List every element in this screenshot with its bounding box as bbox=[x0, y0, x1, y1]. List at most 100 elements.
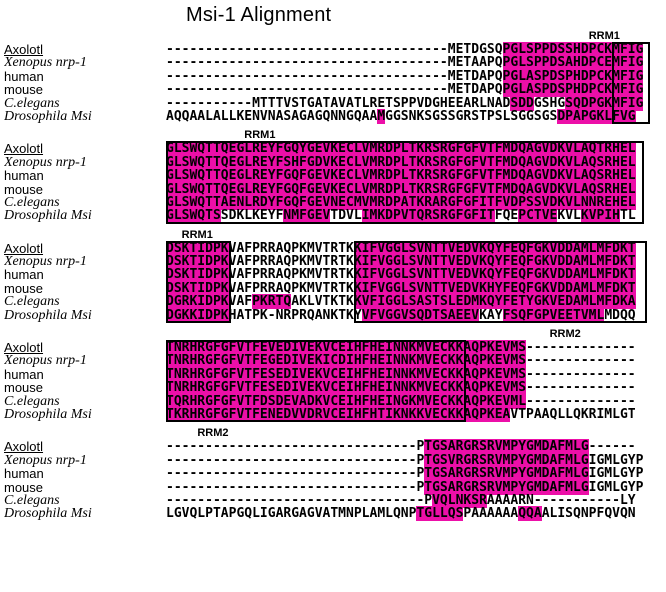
sequence-text: GLSWQTSSDKLKEYFNMFGEVTDVLIMKDPVTQRSRGFGF… bbox=[166, 208, 636, 224]
sequence-text: AQQAALALLKENVNASAGAGQNNGQAAMGGSNKSGSSGRS… bbox=[166, 108, 636, 124]
conserved-residues: NMFGEV bbox=[283, 208, 331, 224]
figure-title: Msi-1 Alignment bbox=[186, 4, 332, 26]
sequence-row: mouse --------------------------------PTG… bbox=[4, 479, 666, 495]
residues: --------------------------------P bbox=[166, 479, 425, 495]
sequence-row: Axolotl DSKTIDPKVAFPRRAQPKMVTRTKKIFVGGLSV… bbox=[4, 240, 666, 256]
sequence-row: human DSKTIDPKVAFPRRAQPKMVTRTKKIFVGGLSVNT… bbox=[4, 267, 666, 283]
species-label: mouse bbox=[4, 281, 44, 296]
conserved-residues: TGSARGRSRVMPYGMDAFMLG bbox=[424, 466, 589, 482]
sequence-row: human TNRHRGFGFVTFESEDIVEKVCEIHFHEINNKMVE… bbox=[4, 366, 666, 382]
sequence-text: DSKTIDPKVAFPRRAQPKMVTRTKKIFVGGLSVNTTVEDV… bbox=[166, 280, 636, 296]
species-label: C.elegans bbox=[4, 493, 60, 508]
conserved-residues: TGSARGRSRVMPYGMDAFMLG bbox=[424, 439, 589, 455]
residues: -------------- bbox=[526, 393, 636, 409]
residues: ------------------------------------METD… bbox=[166, 42, 503, 57]
species-label: Drosophila Msi bbox=[4, 407, 92, 422]
species-label: mouse bbox=[4, 381, 44, 395]
sequence-text: DGRKIDPKVAFPKRTQAKLVTKTKKVFIGGLSASTSLEDM… bbox=[166, 294, 636, 310]
conserved-residues: VFVGGVSQDTSAEEV bbox=[361, 307, 480, 323]
sequence-row: Drosophila Msi DGKKIDPKHATPK-NRPRQANKTKYV… bbox=[4, 307, 666, 323]
alignment-block: RRM1 Axolotl DSKTIDPKVAFPRRAQPKMVTRTKKIFVG… bbox=[4, 228, 666, 324]
species-label: mouse bbox=[4, 480, 44, 494]
conserved-residues: DGKKIDPK bbox=[166, 307, 229, 323]
conserved-residues: KIFVGGLSVNTTVEDVKQYFEQFGKVDDAMLMFDKT bbox=[353, 240, 636, 256]
species-label: C.elegans bbox=[4, 195, 60, 210]
residues: -------------- bbox=[526, 340, 636, 356]
sequence-text: -----------MTTTVSTGATAVATLRETSPPVDGHEEAR… bbox=[166, 95, 644, 111]
sequence-text: TNRHRGFGFVTFEVEDIVEKVCEIHFHEINNKMVECKKAQ… bbox=[166, 340, 636, 356]
conserved-residues: TNRHRGFGFVTFESEDIVEKVCEIHFHEINNKMVECKKAQ… bbox=[166, 366, 527, 382]
sequence-row: Xenopus nrp-1 GLSWQTTQEGLREYFSHFGDVKECLVM… bbox=[4, 154, 666, 170]
residues: --------------------------------P bbox=[166, 439, 425, 455]
sequence-text: --------------------------------PTGSARGR… bbox=[166, 479, 644, 495]
conserved-residues: KIFVGGLSVNTTVEDVKHYFEQFGKVDDAMLMFDKT bbox=[353, 280, 636, 296]
conserved-residues: SDD bbox=[510, 95, 534, 111]
conserved-residues: PGLSPPDSAHDPCEMFIG bbox=[502, 55, 644, 71]
sequence-row: Drosophila Msi GLSWQTSSDKLKEYFNMFGEVTDVLI… bbox=[4, 208, 666, 224]
conserved-residues: DSKTIDPK bbox=[166, 254, 229, 270]
residues: ---------------------------------P bbox=[166, 492, 433, 508]
conserved-residues: M bbox=[377, 108, 386, 124]
alignment-block: RRM2 Axolotl -----------------------------… bbox=[4, 427, 666, 522]
conserved-residues: PGLASPDSPHDPCKMFIG bbox=[502, 68, 644, 84]
residues: --------------------------------P bbox=[166, 452, 425, 468]
residues: ------------------------------------METD… bbox=[166, 68, 503, 84]
rrm-label-row: RRM2 bbox=[4, 427, 666, 440]
residues: VTPAAQLLQKRIMLGT bbox=[510, 406, 636, 422]
species-label: Axolotl bbox=[4, 43, 44, 57]
conserved-residues: IMKDPVTQRSRGFGFIT bbox=[361, 208, 495, 224]
conserved-residues: TGSARGRSRVMPYGMDAFMLG bbox=[424, 479, 589, 495]
species-label: human bbox=[4, 367, 44, 382]
sequence-row: Axolotl --------------------------------P… bbox=[4, 439, 666, 455]
residues: --------------------------------P bbox=[166, 466, 425, 482]
sequence-text: DSKTIDPKVAFPRRAQPKMVTRTKKIFVGGLSVNTTVEDV… bbox=[166, 240, 636, 256]
conserved-residues: GLSWQTTAENLRDYFGQFGEVNECMVMRDPATKRARGFGF… bbox=[166, 194, 636, 210]
residues: ------------------------------------META… bbox=[166, 55, 503, 71]
conserved-residues: KIFVGGLSVNTTVEDVKQYFEQFGKVDDAMLMFDKT bbox=[353, 254, 636, 270]
residues: IGMLGYP bbox=[588, 466, 644, 482]
residues: LGVQLPTAPGQLIGARGAGVATMNPLAMLQNP bbox=[166, 506, 417, 522]
residues: IGMLGYP bbox=[588, 479, 644, 495]
sequence-row: C.elegans GLSWQTTAENLRDYFGQFGEVNECMVMRDPA… bbox=[4, 194, 666, 210]
residues: KAY bbox=[479, 307, 503, 323]
residues: ------ bbox=[588, 439, 636, 455]
rrm-label: RRM2 bbox=[549, 328, 581, 341]
species-label: mouse bbox=[4, 83, 44, 97]
residues: VAFPRRAQPKMVTRTK bbox=[228, 280, 354, 296]
conserved-residues: FSQFGPVEETVML bbox=[502, 307, 605, 323]
sequence-text: GLSWQTTAENLRDYFGQFGEVNECMVMRDPATKRARGFGF… bbox=[166, 194, 636, 210]
conserved-residues: PGLSPPDSSHDPCKMFIG bbox=[502, 42, 644, 57]
conserved-residues: GLSWQTS bbox=[166, 208, 221, 224]
residues: VAF bbox=[228, 294, 253, 310]
species-label: mouse bbox=[4, 182, 44, 196]
alignment-block: RRM1 Axolotl GLSWQTTQEGLREYFGQYGEVKECLVMRD… bbox=[4, 129, 666, 224]
rrm-label: RRM1 bbox=[181, 228, 213, 241]
residues: MDQQ bbox=[604, 307, 636, 323]
residues: ALISQNPFQVQN bbox=[541, 506, 636, 522]
sequence-row: mouse TNRHRGFGFVTFESEDIVEKVCEIHFHEINNKMVE… bbox=[4, 380, 666, 396]
sequence-text: --------------------------------PTGSARGR… bbox=[166, 466, 644, 482]
sequence-text: --------------------------------PTGSVRGR… bbox=[166, 452, 643, 468]
sequence-row: mouse -----------------------------------… bbox=[4, 82, 666, 98]
species-label: Drosophila Msi bbox=[4, 209, 92, 223]
species-label: human bbox=[4, 268, 44, 282]
sequence-text: ------------------------------------METD… bbox=[166, 42, 644, 57]
sequence-text: ------------------------------------METD… bbox=[166, 82, 644, 98]
sequence-row: mouse GLSWQTTQEGLREYFGQFGEVKECLVMRDPLTKRS… bbox=[4, 181, 666, 197]
species-label: Axolotl bbox=[4, 341, 44, 355]
conserved-residues: TQRHRGFGFVTFDSDEVADKVCEIHFHEINGKMVECKKAQ… bbox=[166, 393, 527, 409]
species-label: C.elegans bbox=[4, 295, 60, 309]
conserved-residues: KVPIH bbox=[580, 208, 621, 224]
residues: AAAARN-----------LY bbox=[486, 492, 636, 508]
residues: HATPK-NRPRQANKTKY bbox=[228, 307, 362, 323]
conserved-residues: PGLASPDSPHDPCKMFIG bbox=[502, 82, 644, 98]
conserved-residues: DPAPGKLFVG bbox=[557, 108, 636, 124]
conserved-residues: TNRHRGFGFVTFESEDIVEKVCEIHFHEINNKMVECKKAQ… bbox=[166, 380, 527, 396]
sequence-row: human -----------------------------------… bbox=[4, 68, 666, 84]
residues: -------------- bbox=[526, 353, 636, 369]
sequence-text: DGKKIDPKHATPK-NRPRQANKTKYVFVGGVSQDTSAEEV… bbox=[166, 307, 636, 323]
conserved-residues: TGLLQS bbox=[416, 506, 464, 522]
conserved-residues: GLSWQTTQEGLREYFGQFGEVKECLVMRDPLTKRSRGFGF… bbox=[166, 168, 636, 184]
species-label: Axolotl bbox=[4, 241, 44, 256]
rrm-label: RRM2 bbox=[197, 427, 229, 440]
